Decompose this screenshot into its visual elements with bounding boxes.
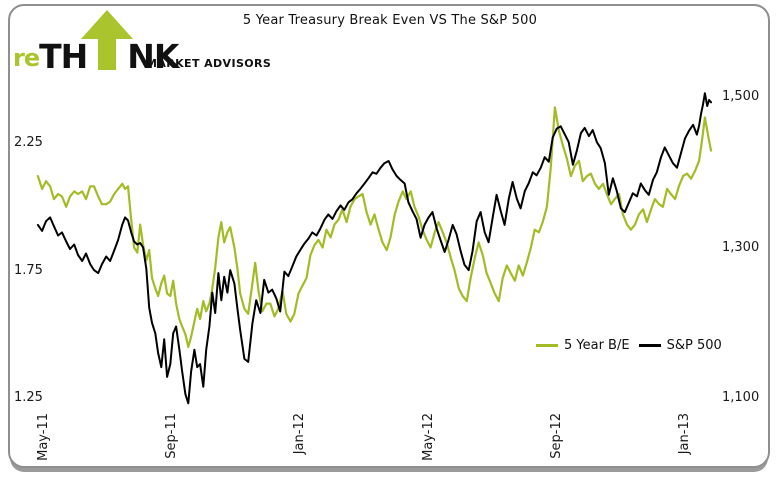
legend-label-sp500: S&P 500	[666, 338, 722, 353]
legend-item-breakeven: 5 Year B/E	[536, 338, 630, 353]
chart-title: 5 Year Treasury Break Even VS The S&P 50…	[242, 13, 538, 28]
chart-card	[8, 4, 770, 468]
axis-tick-label: Sep-12	[548, 413, 564, 459]
logo-nk-text: NK	[127, 36, 179, 76]
chart-legend: 5 Year B/E S&P 500	[536, 338, 722, 353]
logo-th-text: TH	[39, 36, 88, 76]
sp500-line-swatch-icon	[638, 344, 661, 347]
legend-item-sp500: S&P 500	[638, 338, 722, 353]
legend-label-breakeven: 5 Year B/E	[564, 338, 630, 353]
axis-tick-label: Sep-11	[164, 413, 180, 459]
logo-tagline: MARKET ADVISORS	[146, 57, 272, 70]
axis-tick-label: 1,300	[722, 239, 760, 255]
logo-re-text: re	[13, 44, 40, 73]
axis-tick-label: 1.25	[14, 390, 43, 405]
axis-tick-label: 1,100	[722, 390, 760, 405]
rethink-logo: re TH NK	[13, 8, 179, 76]
sp500-line	[36, 92, 712, 405]
up-arrow-icon	[81, 10, 134, 70]
axis-tick-label: May-12	[420, 413, 436, 461]
axis-tick-label: May-11	[36, 413, 51, 461]
axis-tick-label: 1,500	[722, 89, 760, 104]
breakeven-line-swatch-icon	[536, 344, 558, 347]
axis-tick-label: Jan-12	[292, 413, 308, 455]
axis-tick-label: Jan-13	[677, 413, 692, 455]
axis-tick-label: 1.75	[14, 262, 43, 278]
five-year-breakeven-line	[36, 106, 713, 349]
axis-tick-label: 2.25	[14, 135, 43, 150]
